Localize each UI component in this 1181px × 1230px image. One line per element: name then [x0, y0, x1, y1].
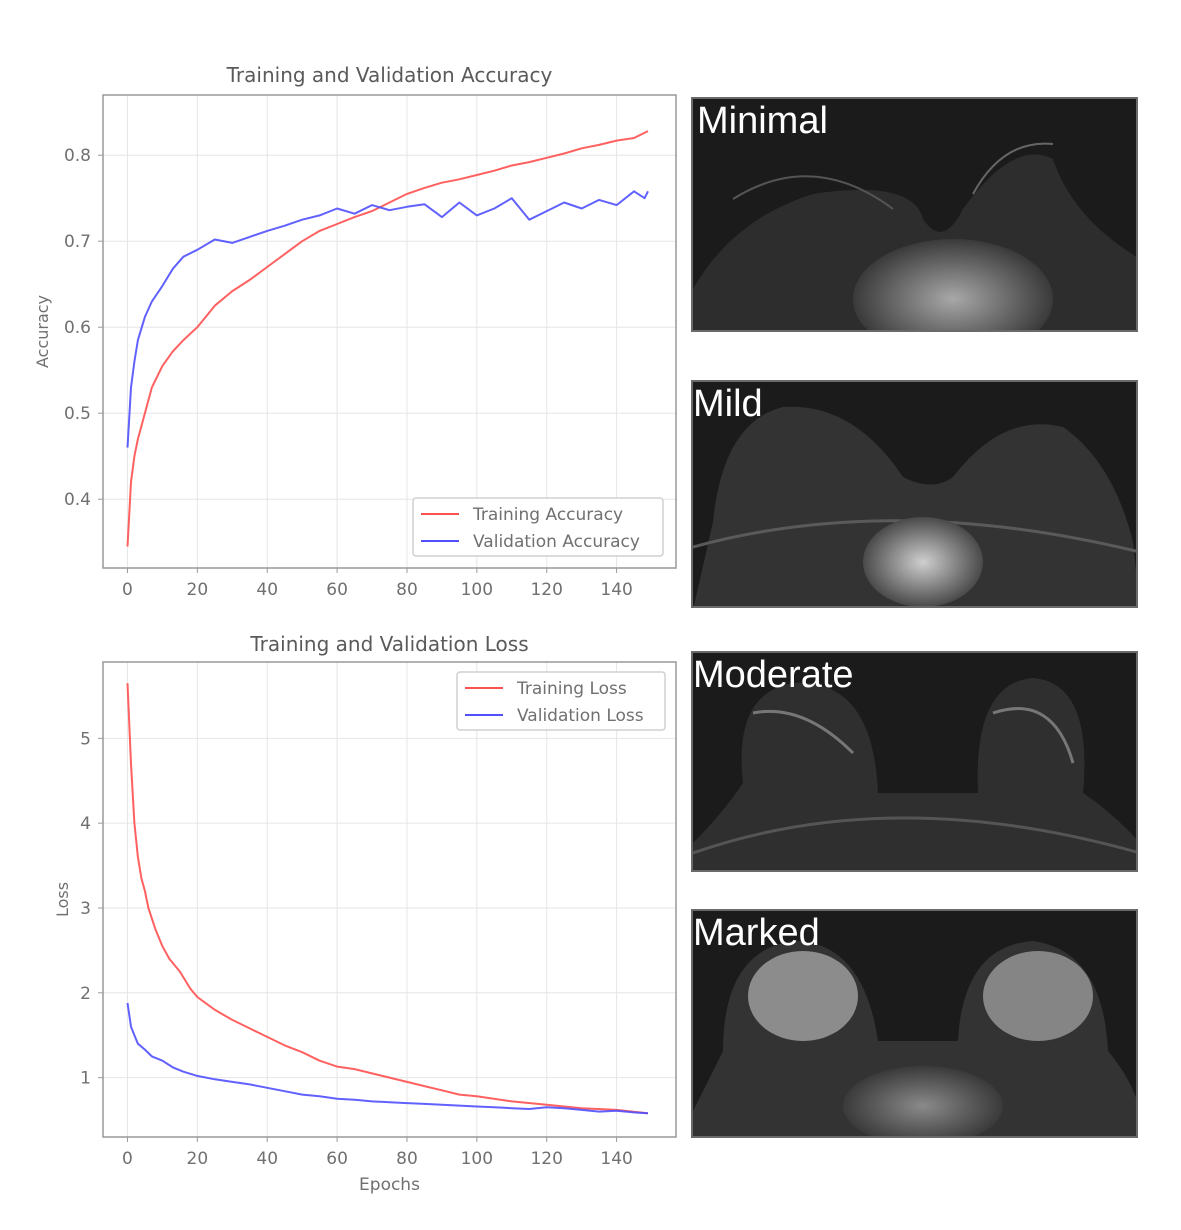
y-axis-label: Accuracy [33, 295, 52, 368]
x-tick-label: 120 [530, 1149, 562, 1169]
y-tick-label: 4 [80, 814, 91, 834]
legend-box [412, 497, 664, 557]
mri-panel-moderate: Moderate [691, 651, 1138, 872]
mri-image-moderate [693, 678, 1136, 870]
panel-label-moderate: Moderate [693, 654, 854, 696]
y-tick-label: 5 [80, 729, 91, 749]
y-tick-label: 2 [80, 984, 91, 1004]
x-tick-label: 140 [600, 1149, 632, 1169]
series-line-validation-accuracy [126, 190, 649, 448]
x-tick-label: 20 [187, 1149, 209, 1169]
x-tick-label: 20 [187, 580, 209, 600]
panel-label-mild: Mild [693, 383, 763, 425]
x-tick-label: 80 [396, 580, 418, 600]
mri-panel-minimal: Minimal [691, 97, 1138, 332]
legend-label: Validation Accuracy [473, 532, 640, 552]
series-line-validation-loss [126, 1002, 649, 1115]
legend-label: Training Loss [516, 679, 627, 699]
mri-image-marked [693, 941, 1136, 1136]
legend-label: Training Accuracy [472, 505, 623, 525]
mri-panel-marked: Marked [691, 909, 1138, 1138]
x-tick-label: 80 [396, 1149, 418, 1169]
panel-label-minimal: Minimal [697, 100, 828, 142]
x-tick-label: 100 [461, 580, 493, 600]
x-tick-label: 0 [122, 580, 133, 600]
x-tick-label: 40 [256, 1149, 278, 1169]
panel-label-marked: Marked [693, 912, 820, 954]
mri-panel-mild: Mild [691, 380, 1138, 608]
x-tick-label: 140 [600, 580, 632, 600]
y-tick-label: 0.8 [64, 146, 91, 166]
series-line-training-accuracy [126, 130, 649, 547]
x-tick-label: 100 [461, 1149, 493, 1169]
legend-label: Validation Loss [517, 706, 644, 726]
legend-box [456, 671, 666, 731]
x-tick-label: 60 [326, 580, 348, 600]
series-line-training-loss [126, 683, 649, 1115]
y-tick-label: 1 [80, 1069, 91, 1089]
plot-frame [102, 661, 677, 1138]
y-tick-label: 0.6 [64, 318, 91, 338]
y-tick-label: 0.5 [64, 404, 91, 424]
chart-title: Training and Validation Accuracy [226, 63, 553, 87]
x-tick-label: 60 [326, 1149, 348, 1169]
x-tick-label: 0 [122, 1149, 133, 1169]
y-tick-label: 3 [80, 899, 91, 919]
x-axis-label: Epochs [359, 1175, 420, 1195]
x-tick-label: 120 [530, 580, 562, 600]
y-axis-label: Loss [53, 882, 72, 917]
mri-image-mild [693, 406, 1136, 606]
mri-image-minimal [693, 142, 1136, 330]
y-tick-label: 0.4 [64, 490, 91, 510]
x-tick-label: 40 [256, 580, 278, 600]
chart-title: Training and Validation Loss [249, 632, 528, 656]
y-tick-label: 0.7 [64, 232, 91, 252]
plot-frame [102, 94, 677, 569]
